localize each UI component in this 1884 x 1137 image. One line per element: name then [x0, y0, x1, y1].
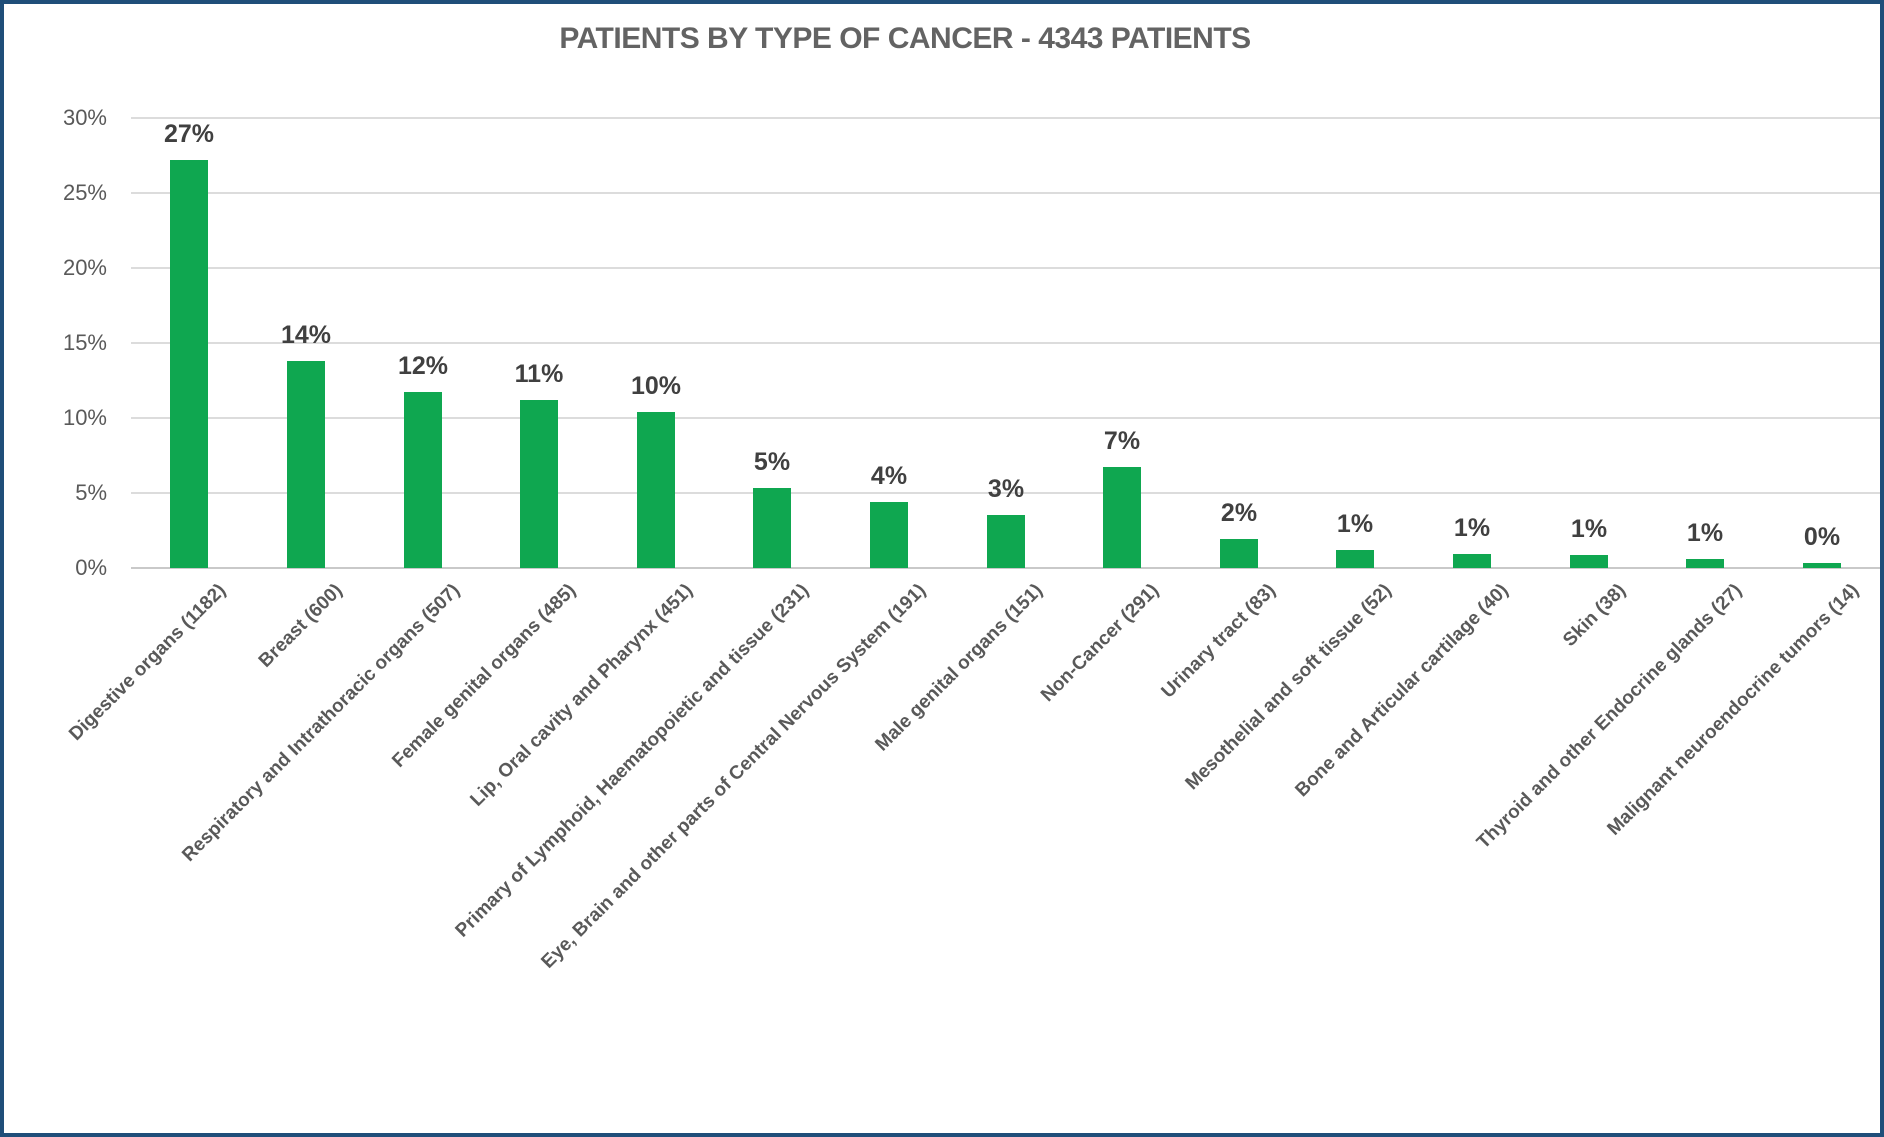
category-label-text: Mesothelial and soft tissue (52) — [1181, 580, 1396, 795]
gridline — [131, 267, 1880, 269]
y-tick-label: 15% — [62, 330, 107, 355]
category-label-text: Malignant neuroendocrine tumors (14) — [1603, 580, 1863, 840]
bar — [987, 515, 1025, 568]
category-label-text: Breast (600) — [255, 580, 347, 672]
category-label-text: Digestive organs (1182) — [64, 580, 230, 745]
bar — [1686, 559, 1724, 568]
bar-value-label: 3% — [987, 475, 1025, 503]
bar-value-label: 10% — [630, 372, 682, 400]
bar — [1103, 467, 1141, 568]
chart-title: PATIENTS BY TYPE OF CANCER - 4343 PATIEN… — [559, 22, 1251, 55]
bar — [520, 400, 558, 568]
gridline — [131, 117, 1880, 119]
gridline — [131, 342, 1880, 344]
category-label-text: Urinary tract (83) — [1157, 580, 1280, 703]
category-label-text: Eye, Brain and other parts of Central Ne… — [537, 580, 930, 973]
bar — [1220, 539, 1258, 568]
bar — [1570, 555, 1608, 568]
gridline — [131, 192, 1880, 194]
bar — [1803, 563, 1841, 568]
bar-value-label: 4% — [870, 462, 908, 490]
bar-value-label: 1% — [1570, 515, 1608, 543]
bar-value-label: 11% — [514, 360, 564, 388]
bar-value-label: 14% — [280, 321, 332, 349]
bar — [1453, 554, 1491, 568]
x-axis-line — [131, 567, 1880, 569]
bar-value-label: 7% — [1103, 427, 1141, 455]
category-label-text: Skin (38) — [1558, 580, 1630, 651]
category-label-text: Non-Cancer (291) — [1036, 580, 1163, 707]
bar-value-label: 12% — [397, 352, 449, 380]
bar-value-label: 5% — [753, 448, 791, 476]
bar-value-label: 2% — [1220, 499, 1258, 527]
category-label-text: Bone and Articular cartilage (40) — [1291, 580, 1513, 802]
bar — [753, 488, 791, 568]
y-tick-label: 20% — [62, 255, 107, 280]
bar-value-label: 1% — [1336, 510, 1374, 538]
y-tick-label: 5% — [75, 480, 107, 505]
gridline — [131, 417, 1880, 419]
bar — [637, 412, 675, 568]
category-label-text: Female genital organs (485) — [388, 580, 580, 772]
bar-value-label: 27% — [163, 120, 215, 148]
y-tick-label: 25% — [62, 180, 107, 205]
y-tick-label: 10% — [62, 405, 107, 430]
y-tick-label: 30% — [62, 105, 107, 130]
bar-value-label: 1% — [1453, 514, 1491, 542]
bar — [170, 160, 208, 568]
bar — [287, 361, 325, 568]
category-label-text: Thyroid and other Endocrine glands (27) — [1472, 580, 1746, 854]
gridline — [131, 492, 1880, 494]
bar — [404, 392, 442, 568]
bar-value-label: 0% — [1803, 523, 1841, 551]
bar — [870, 502, 908, 568]
category-label-text: Lip, Oral cavity and Pharynx (451) — [466, 580, 697, 811]
y-tick-label: 0% — [75, 555, 107, 580]
bar-value-label: 1% — [1686, 519, 1724, 547]
bar — [1336, 550, 1374, 568]
